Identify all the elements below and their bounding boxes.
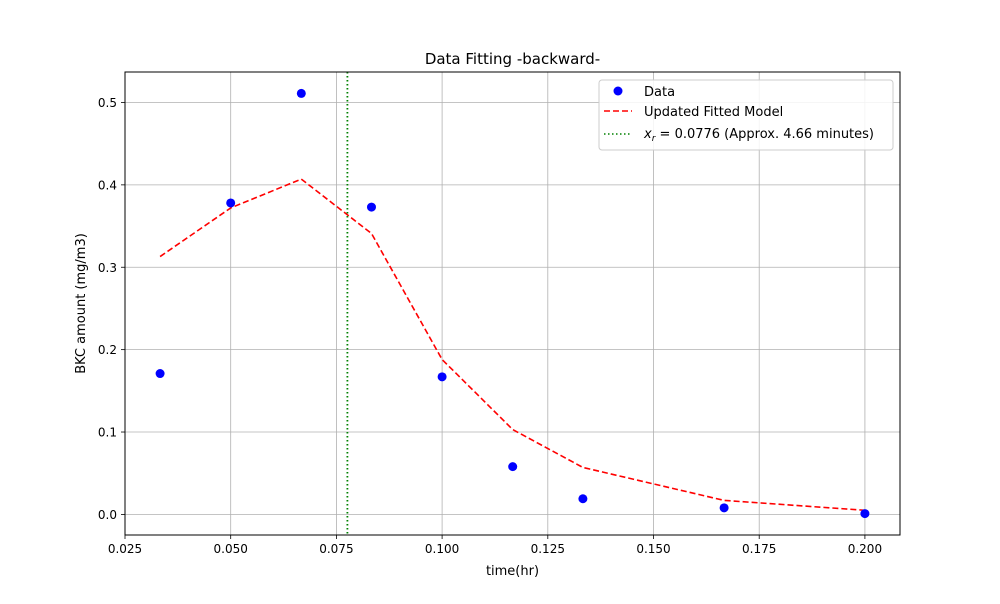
y-axis-ticks: 0.0 0.1 0.2 0.3 0.4 0.5	[98, 96, 125, 522]
y-tick-label: 0.4	[98, 178, 117, 192]
data-point	[296, 88, 306, 98]
x-tick-label: 0.200	[848, 542, 882, 556]
chart-title: Data Fitting -backward-	[425, 50, 600, 68]
x-tick-label: 0.025	[108, 542, 142, 556]
y-tick-label: 0.2	[98, 343, 117, 357]
y-tick-label: 0.0	[98, 508, 117, 522]
y-tick-label: 0.3	[98, 261, 117, 275]
data-point	[226, 198, 236, 208]
x-tick-label: 0.175	[742, 542, 776, 556]
x-tick-label: 0.150	[636, 542, 670, 556]
fitted-model-line	[159, 178, 865, 512]
plot-series	[155, 72, 870, 535]
data-point	[508, 462, 518, 472]
legend-xr-label: xr = 0.0776 (Approx. 4.66 minutes)	[643, 127, 874, 144]
plot-frame	[124, 71, 901, 536]
data-point	[719, 503, 729, 513]
legend-xr-variable: x	[643, 127, 652, 142]
x-tick-label: 0.125	[531, 542, 565, 556]
legend-xr-value: = 0.0776 (Approx. 4.66 minutes)	[655, 127, 874, 142]
legend-data-marker	[613, 86, 623, 96]
x-tick-label: 0.050	[214, 542, 248, 556]
x-axis-ticks: 0.025 0.050 0.075 0.100 0.125 0.150 0.175 0.200	[108, 535, 882, 556]
x-tick-label: 0.075	[319, 542, 353, 556]
x-tick-label: 0.100	[425, 542, 459, 556]
y-tick-label: 0.5	[98, 96, 117, 110]
data-point	[155, 369, 165, 379]
data-point	[366, 202, 376, 212]
legend-fitted-model-label: Updated Fitted Model	[644, 105, 783, 120]
legend-xr-subscript: r	[652, 134, 657, 144]
y-tick-label: 0.1	[98, 426, 117, 440]
data-point	[578, 494, 588, 504]
legend-box	[598, 79, 894, 151]
y-axis-label: BKC amount (mg/m3)	[74, 233, 89, 374]
legend-data-label: Data	[644, 85, 675, 100]
x-axis-label: time(hr)	[486, 564, 539, 579]
data-point	[437, 372, 447, 382]
legend: Data Updated Fitted Model xr = 0.0776 (A…	[598, 79, 894, 151]
data-point	[860, 509, 870, 519]
